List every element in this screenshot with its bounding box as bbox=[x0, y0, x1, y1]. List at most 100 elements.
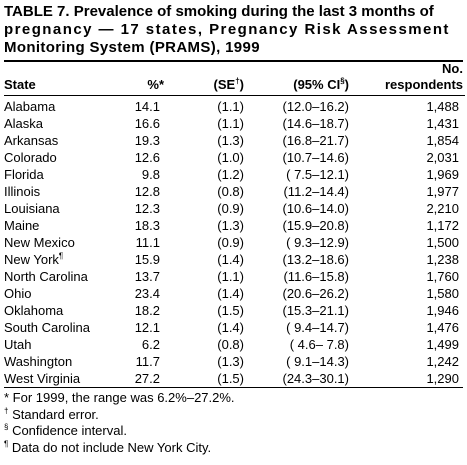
percent-cell: 12.8 bbox=[134, 184, 160, 199]
percent-cell: 12.6 bbox=[134, 150, 160, 165]
ci-cell: ( 4.6– 7.8) bbox=[289, 337, 349, 352]
se-cell: (0.8) bbox=[217, 184, 244, 199]
header-state: State bbox=[4, 77, 36, 92]
ci-cell: ( 9.4–14.7) bbox=[286, 320, 349, 335]
respondents-cell: 1,238 bbox=[426, 252, 459, 267]
se-cell: (0.8) bbox=[217, 337, 244, 352]
respondents-cell: 1,977 bbox=[426, 184, 459, 199]
state-cell: Maine bbox=[4, 218, 40, 233]
respondents-cell: 1,946 bbox=[426, 303, 459, 318]
ci-cell: ( 9.1–14.3) bbox=[286, 354, 349, 369]
footnote: † Standard error. bbox=[4, 406, 99, 422]
percent-cell: 18.2 bbox=[134, 303, 160, 318]
percent-cell: 11.7 bbox=[135, 354, 160, 369]
respondents-cell: 2,210 bbox=[426, 201, 459, 216]
table-row: North Carolina 13.7 (1.1) (11.6–15.8) 1,760 bbox=[4, 268, 465, 285]
table-row: New Mexico 11.1 (0.9) ( 9.3–12.9) 1,500 bbox=[4, 234, 465, 251]
table-row: Oklahoma 18.2 (1.5) (15.3–21.1) 1,946 bbox=[4, 302, 465, 319]
ci-cell: (15.3–21.1) bbox=[282, 303, 350, 318]
state-cell: Louisiana bbox=[4, 201, 60, 216]
title-line-1: TABLE 7. Prevalence of smoking during th… bbox=[4, 3, 434, 20]
percent-cell: 12.3 bbox=[134, 201, 160, 216]
footnotes: * For 1999, the range was 6.2%–27.2%. † … bbox=[4, 390, 463, 456]
state-cell: Utah bbox=[4, 337, 32, 352]
respondents-cell: 1,431 bbox=[426, 116, 459, 131]
se-cell: (0.9) bbox=[217, 201, 244, 216]
percent-cell: 14.1 bbox=[134, 99, 160, 114]
se-cell: (1.0) bbox=[217, 150, 244, 165]
table-row: Maine 18.3 (1.3) (15.9–20.8) 1,172 bbox=[4, 217, 465, 234]
table-row: Alabama 14.1 (1.1) (12.0–16.2) 1,488 bbox=[4, 96, 465, 116]
percent-cell: 18.3 bbox=[134, 218, 160, 233]
se-cell: (1.1) bbox=[217, 99, 244, 114]
percent-cell: 15.9 bbox=[134, 252, 160, 267]
respondents-cell: 1,488 bbox=[426, 99, 459, 114]
se-cell: (1.4) bbox=[217, 252, 244, 267]
table-row: Illinois 12.8 (0.8) (11.2–14.4) 1,977 bbox=[4, 183, 465, 200]
ci-cell: (13.2–18.6) bbox=[282, 252, 350, 267]
table-row: New York¶ 15.9 (1.4) (13.2–18.6) 1,238 bbox=[4, 251, 465, 268]
table-row: Louisiana 12.3 (0.9) (10.6–14.0) 2,210 bbox=[4, 200, 465, 217]
ci-cell: (16.8–21.7) bbox=[282, 133, 350, 148]
respondents-cell: 1,580 bbox=[426, 286, 459, 301]
percent-cell: 13.7 bbox=[134, 269, 160, 284]
se-cell: (1.3) bbox=[217, 218, 244, 233]
footnote: * For 1999, the range was 6.2%–27.2%. bbox=[4, 390, 235, 405]
state-cell: Washington bbox=[4, 354, 73, 369]
ci-cell: ( 7.5–12.1) bbox=[286, 167, 349, 182]
state-cell: New York¶ bbox=[4, 251, 64, 267]
smoking-prevalence-table: No. State %* (SE†) (95% CI§) respondents… bbox=[4, 62, 465, 387]
table-row: Colorado 12.6 (1.0) (10.7–14.6) 2,031 bbox=[4, 149, 465, 166]
percent-cell: 11.1 bbox=[135, 235, 160, 250]
table-document: TABLE 7. Prevalence of smoking during th… bbox=[4, 0, 465, 456]
state-cell: Alabama bbox=[4, 99, 56, 114]
ci-cell: (20.6–26.2) bbox=[282, 286, 350, 301]
ci-cell: (11.6–15.8) bbox=[283, 269, 349, 284]
percent-cell: 23.4 bbox=[134, 286, 160, 301]
respondents-cell: 1,172 bbox=[426, 218, 459, 233]
se-cell: (1.1) bbox=[217, 269, 244, 284]
table-row: Ohio 23.4 (1.4) (20.6–26.2) 1,580 bbox=[4, 285, 465, 302]
respondents-cell: 1,242 bbox=[426, 354, 459, 369]
header-no: No. bbox=[442, 61, 463, 76]
state-cell: Alaska bbox=[4, 116, 44, 131]
state-cell: North Carolina bbox=[4, 269, 88, 284]
ci-cell: ( 9.3–12.9) bbox=[286, 235, 349, 250]
bottom-rule bbox=[4, 387, 463, 388]
table-row: West Virginia 27.2 (1.5) (24.3–30.1) 1,290 bbox=[4, 370, 465, 387]
header-ci: (95% CI§) bbox=[293, 76, 349, 92]
percent-cell: 27.2 bbox=[134, 371, 160, 386]
table-row: Florida 9.8 (1.2) ( 7.5–12.1) 1,969 bbox=[4, 166, 465, 183]
ci-cell: (24.3–30.1) bbox=[282, 371, 350, 386]
table-title: TABLE 7. Prevalence of smoking during th… bbox=[4, 3, 463, 57]
respondents-cell: 1,476 bbox=[426, 320, 459, 335]
footnote: ¶ Data do not include New York City. bbox=[4, 439, 212, 455]
se-cell: (1.3) bbox=[217, 354, 244, 369]
respondents-cell: 1,854 bbox=[426, 133, 459, 148]
se-cell: (1.1) bbox=[217, 116, 244, 131]
state-cell: Ohio bbox=[4, 286, 32, 301]
table-row: Arkansas 19.3 (1.3) (16.8–21.7) 1,854 bbox=[4, 132, 465, 149]
se-cell: (1.3) bbox=[217, 133, 244, 148]
percent-cell: 6.2 bbox=[141, 337, 160, 352]
header-percent: %* bbox=[147, 77, 164, 92]
respondents-cell: 2,031 bbox=[426, 150, 459, 165]
respondents-cell: 1,290 bbox=[426, 371, 459, 386]
ci-cell: (10.7–14.6) bbox=[282, 150, 350, 165]
footnote: § Confidence interval. bbox=[4, 422, 127, 438]
top-rule bbox=[4, 60, 463, 62]
state-cell: South Carolina bbox=[4, 320, 90, 335]
header-respondents: respondents bbox=[384, 77, 463, 92]
table-row: Alaska 16.6 (1.1) (14.6–18.7) 1,431 bbox=[4, 115, 465, 132]
respondents-cell: 1,499 bbox=[426, 337, 459, 352]
se-cell: (1.2) bbox=[217, 167, 244, 182]
ci-cell: (11.2–14.4) bbox=[283, 184, 349, 199]
respondents-cell: 1,969 bbox=[426, 167, 459, 182]
title-line-2: pregnancy — 17 states, Pregnancy Risk As… bbox=[4, 21, 450, 38]
title-line-3: Monitoring System (PRAMS), 1999 bbox=[4, 39, 260, 56]
ci-cell: (10.6–14.0) bbox=[282, 201, 350, 216]
se-cell: (1.4) bbox=[217, 286, 244, 301]
state-cell: Oklahoma bbox=[4, 303, 64, 318]
table-row: South Carolina 12.1 (1.4) ( 9.4–14.7) 1,476 bbox=[4, 319, 465, 336]
state-cell: Florida bbox=[4, 167, 44, 182]
